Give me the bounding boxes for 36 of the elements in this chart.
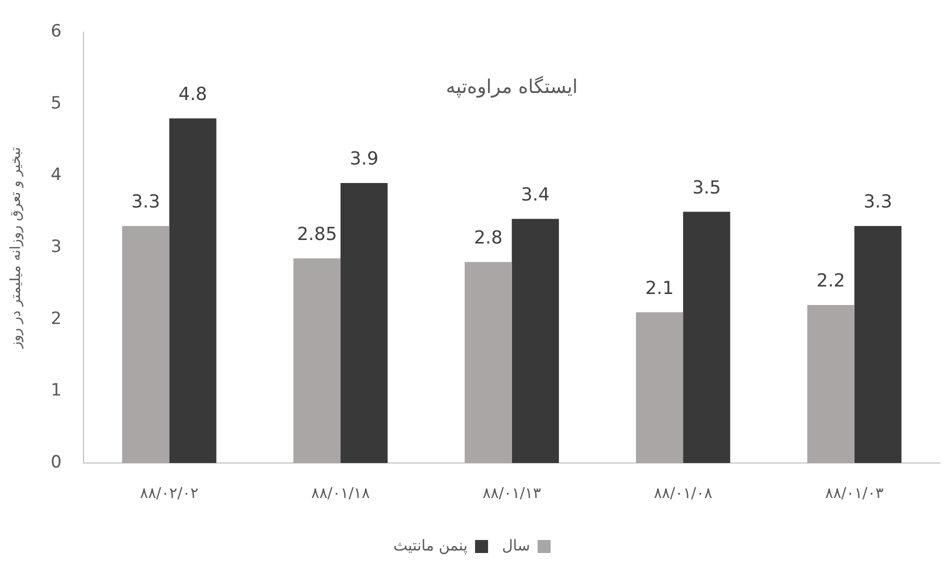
x-tick-label: ۸۸/۰۱/۰۳ [825, 484, 884, 502]
y-tick-label: 5 [50, 93, 62, 114]
legend-label: سال [502, 536, 530, 554]
bar [683, 212, 730, 463]
y-tick-label: 4 [50, 165, 62, 186]
y-tick-label: 0 [50, 452, 62, 472]
legend-label: پنمن مانتیث [393, 536, 468, 554]
y-tick-label: 3 [50, 237, 62, 258]
data-label: 3.4 [521, 184, 550, 206]
data-label: 4.8 [178, 84, 208, 106]
data-label: 3.9 [350, 148, 378, 170]
x-tick-label: ۸۸/۰۱/۱۳ [482, 484, 542, 502]
bar [340, 182, 388, 463]
x-tick-label: ۸۸/۰۱/۰۸ [654, 484, 712, 502]
data-label: 3.5 [692, 177, 721, 198]
bar [169, 118, 216, 463]
bar [293, 258, 341, 463]
y-tick-label: 1 [50, 380, 62, 401]
bar [636, 312, 684, 463]
y-tick-label: 2 [50, 308, 62, 329]
bar [807, 305, 854, 463]
bar [464, 262, 512, 463]
bar [512, 218, 559, 463]
text: ایستگاه مراوه‌تپه [446, 75, 578, 98]
y-axis-title: تبخیر و تعرق روزانه میلیمتر در روز [8, 146, 24, 350]
data-label: 2.2 [816, 270, 846, 292]
bar [122, 226, 170, 463]
bar [854, 226, 902, 463]
data-label: 2.85 [296, 224, 338, 246]
data-label: 2.8 [474, 228, 503, 249]
x-tick-label: ۸۸/۰۲/۰۲ [140, 484, 198, 502]
x-tick-label: ۸۸/۰۱/۱۸ [311, 484, 370, 502]
data-label: 2.1 [645, 278, 674, 299]
y-tick-label: 6 [50, 22, 62, 42]
data-label: 3.3 [864, 192, 892, 213]
data-label: 3.3 [131, 192, 160, 213]
